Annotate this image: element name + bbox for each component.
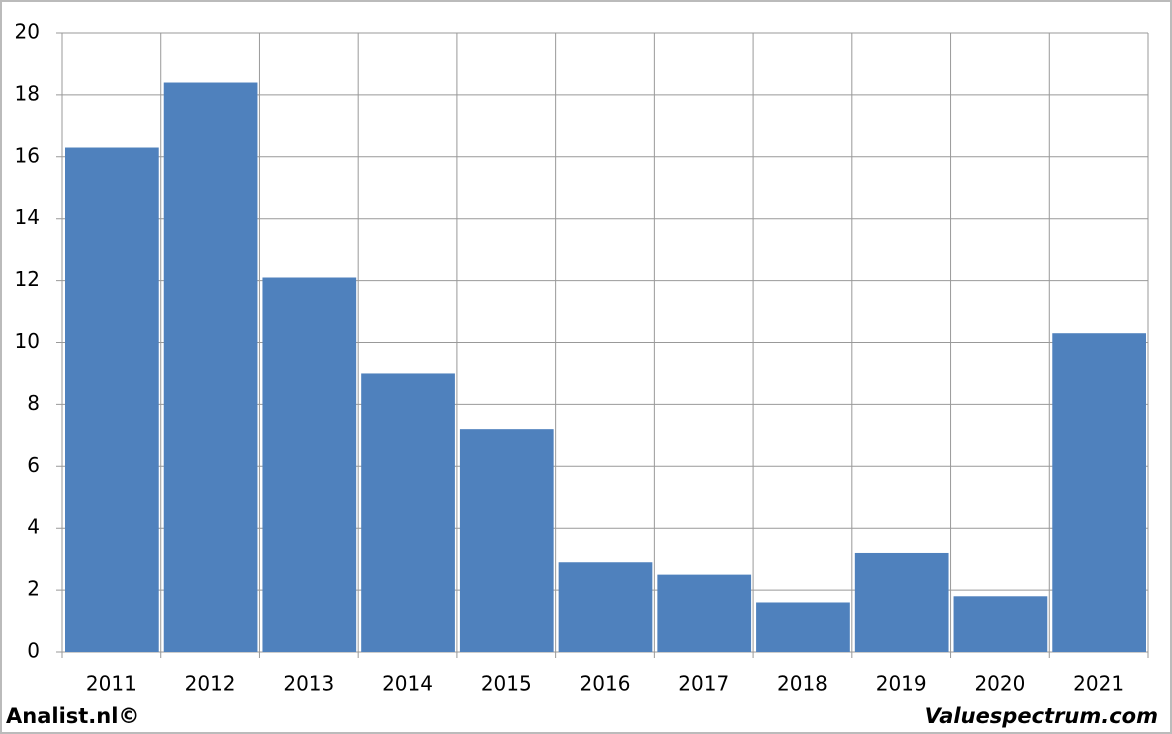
x-tick-label: 2014 xyxy=(382,672,433,696)
x-tick-label: 2011 xyxy=(86,672,137,696)
y-tick-label: 6 xyxy=(27,453,40,477)
y-tick-label: 14 xyxy=(15,205,40,229)
y-tick-label: 2 xyxy=(27,577,40,601)
y-tick-label: 16 xyxy=(15,143,40,167)
bar xyxy=(657,574,752,652)
x-tick-label: 2019 xyxy=(876,672,927,696)
bar xyxy=(262,277,357,652)
x-tick-label: 2016 xyxy=(580,672,631,696)
bar xyxy=(953,596,1048,652)
y-tick-label: 12 xyxy=(15,267,40,291)
bar xyxy=(65,147,159,652)
x-tick-label: 2021 xyxy=(1073,672,1124,696)
x-tick-label: 2012 xyxy=(185,672,236,696)
y-tick-label: 18 xyxy=(15,81,40,105)
bar xyxy=(558,562,653,652)
x-tick-label: 2018 xyxy=(777,672,828,696)
bar xyxy=(163,82,258,652)
footer-right: Valuespectrum.com xyxy=(925,704,1158,728)
y-tick-label: 0 xyxy=(27,639,40,663)
y-tick-label: 8 xyxy=(27,391,40,415)
bar xyxy=(756,602,850,652)
y-tick-label: 10 xyxy=(15,329,40,353)
y-tick-label: 4 xyxy=(27,515,40,539)
bar xyxy=(1052,333,1146,652)
bar xyxy=(854,552,949,652)
x-tick-label: 2013 xyxy=(283,672,334,696)
x-tick-label: 2020 xyxy=(974,672,1025,696)
x-tick-label: 2017 xyxy=(678,672,729,696)
y-tick-label: 20 xyxy=(15,20,40,44)
x-tick-label: 2015 xyxy=(481,672,532,696)
bar xyxy=(459,429,554,652)
bar xyxy=(361,373,455,652)
footer-left: Analist.nl© xyxy=(6,704,139,728)
